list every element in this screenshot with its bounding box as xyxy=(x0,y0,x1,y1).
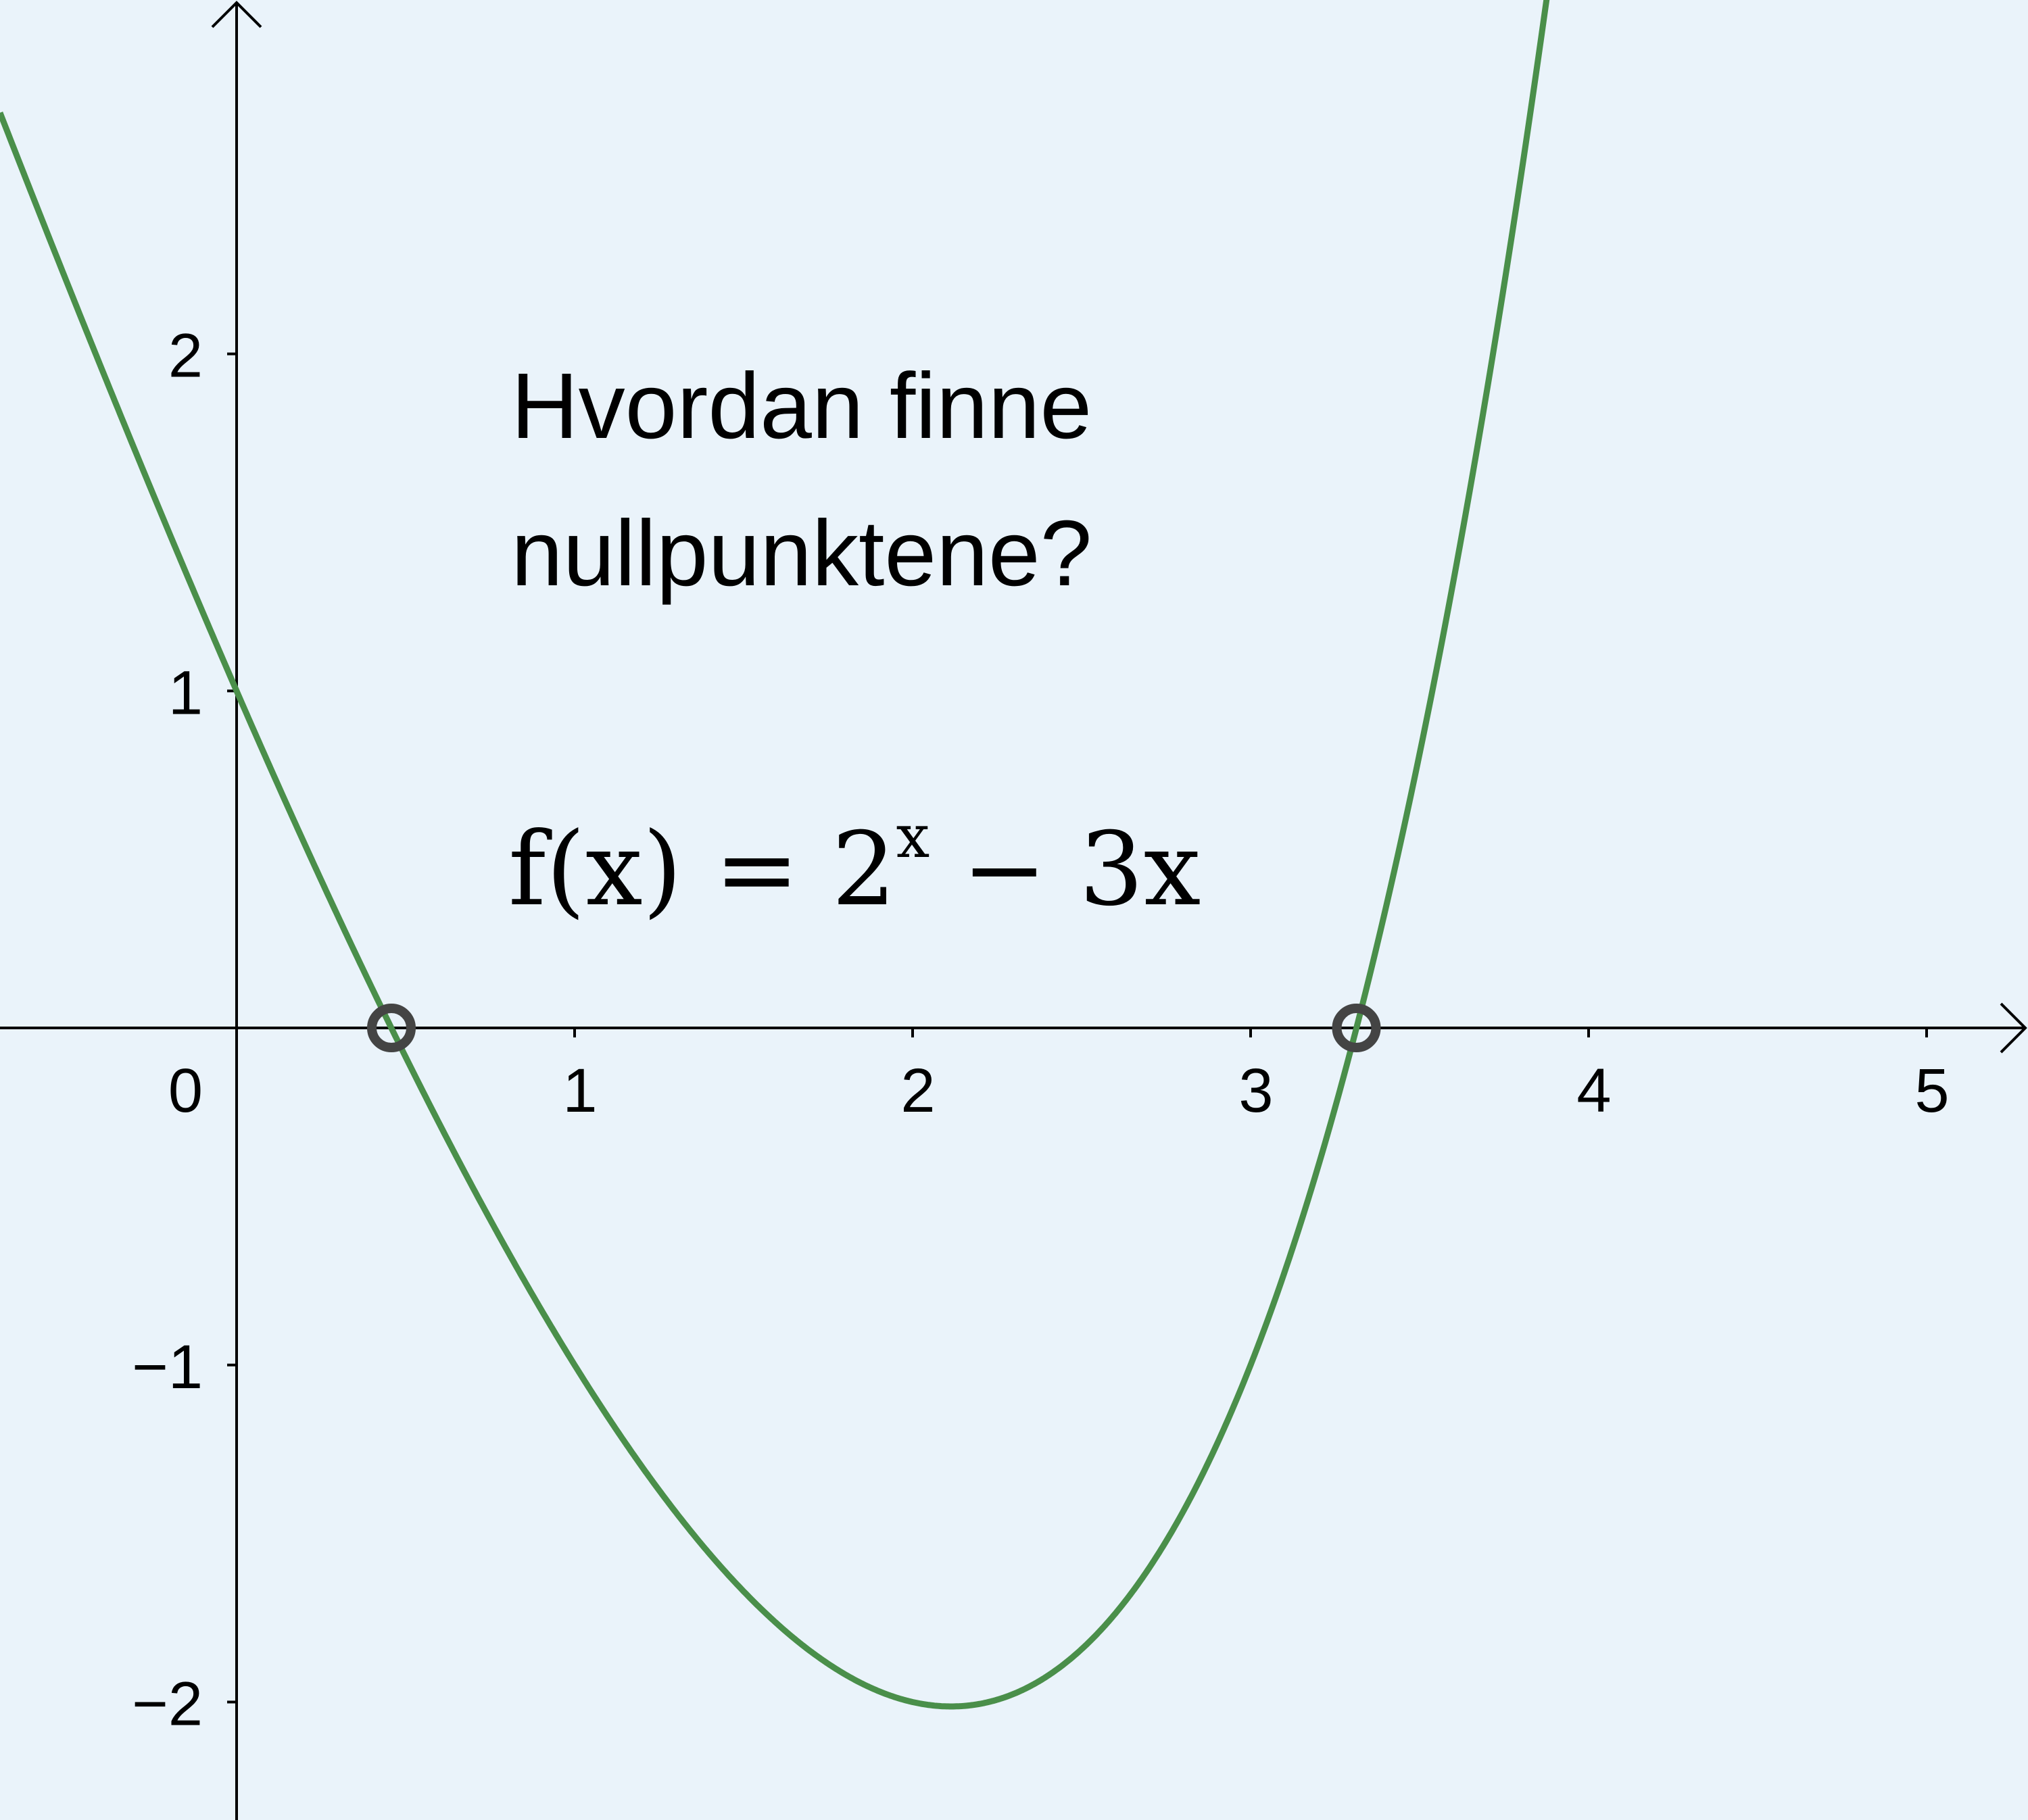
x-tick-label-3: 3 xyxy=(1238,1056,1273,1125)
y-tick-label-neg2: −2 xyxy=(132,1669,203,1738)
y-tick-label-1: 1 xyxy=(168,658,203,727)
x-axis-arrowhead xyxy=(2000,1002,2027,1054)
formula-exponent: x xyxy=(896,802,930,871)
question-line-1: Hvordan finne xyxy=(511,354,1092,458)
zero-markers xyxy=(367,1004,1381,1053)
question-line-2: nullpunktene? xyxy=(511,501,1092,606)
y-tick-label-neg1: −1 xyxy=(132,1333,203,1402)
zero-point-2 xyxy=(1332,1004,1381,1053)
formula-term: 3x xyxy=(1079,811,1201,929)
function-curve xyxy=(0,0,1550,1710)
zero-point-1 xyxy=(367,1004,416,1053)
formula-base: 2 xyxy=(831,811,896,929)
formula-minus: − xyxy=(962,811,1047,929)
x-tick-label-1: 1 xyxy=(562,1056,597,1125)
x-tick-label-2: 2 xyxy=(900,1056,935,1125)
x-tick-label-5: 5 xyxy=(1914,1056,1949,1125)
origin-label: 0 xyxy=(168,1056,203,1125)
formula-equals: = xyxy=(715,811,800,929)
x-tick-label-4: 4 xyxy=(1576,1056,1611,1125)
formula-lhs: f(x) xyxy=(508,811,682,929)
y-axis-arrowhead xyxy=(211,1,262,28)
function-formula: f(x) = 2x − 3x xyxy=(508,764,1201,929)
y-tick-label-2: 2 xyxy=(168,322,203,391)
